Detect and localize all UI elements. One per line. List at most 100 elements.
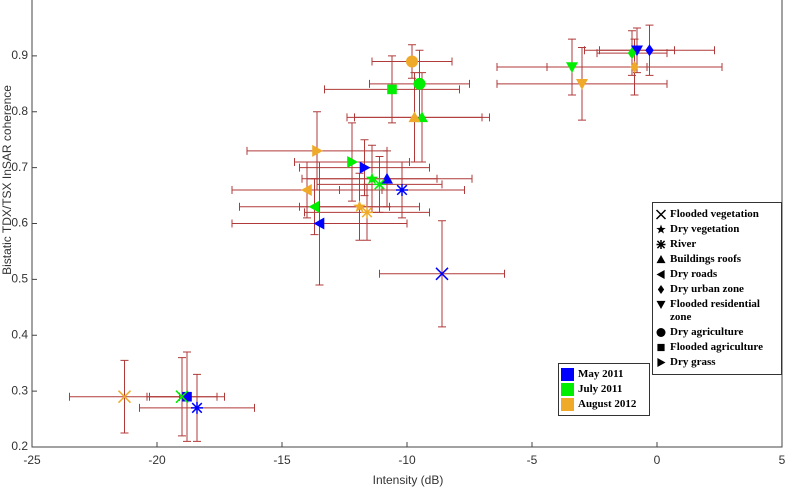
- legend-label: Buildings roofs: [670, 253, 742, 265]
- legend-symbol: [655, 209, 667, 220]
- point: [182, 391, 192, 402]
- point: [408, 111, 421, 123]
- legend-swatch: [561, 383, 574, 396]
- point: [191, 401, 203, 414]
- y-tick-label: 0.3: [11, 383, 28, 397]
- y-axis-label: Bistatic TDX/TSX InSAR coherence: [0, 85, 14, 275]
- point: [365, 172, 379, 185]
- point: [396, 183, 408, 196]
- legend-marker: [657, 343, 665, 352]
- legend-marker: [656, 224, 666, 234]
- legend-symbol: [656, 328, 666, 337]
- legend-entry: Dry vegetation: [655, 223, 779, 236]
- point: [313, 217, 325, 230]
- legend-entry: Dry urban zone: [655, 283, 779, 296]
- point: [630, 61, 639, 74]
- legend-marker: [655, 209, 667, 220]
- legend-label: Dry agriculture: [670, 326, 744, 338]
- point: [416, 111, 428, 123]
- point: [347, 156, 358, 169]
- point: [308, 200, 320, 213]
- legend-marker: [656, 240, 666, 249]
- legend-entry: Dry roads: [655, 268, 779, 281]
- legend-label: Dry urban zone: [670, 283, 744, 295]
- x-tick-label: -5: [527, 453, 538, 467]
- point: [387, 84, 397, 95]
- point: [413, 77, 426, 90]
- legend-swatch: [561, 368, 574, 381]
- x-tick-label: -20: [148, 453, 166, 467]
- point: [373, 178, 386, 191]
- point: [645, 44, 654, 57]
- y-tick-label: 0.5: [11, 272, 28, 286]
- point: [566, 62, 578, 74]
- legend-label: Flooded agriculture: [670, 341, 763, 353]
- legend-entry: Flooded residential zone: [655, 298, 779, 324]
- legend-entry: Dry agriculture: [655, 326, 779, 339]
- legend-entry: Dry grass: [655, 356, 779, 369]
- point: [312, 144, 323, 157]
- legend-marker: [656, 328, 666, 337]
- legend-symbol: [657, 343, 665, 352]
- legend-label: Dry vegetation: [670, 223, 740, 235]
- legend-symbol: [657, 285, 665, 294]
- legend-label: Flooded vegetation: [670, 208, 759, 220]
- y-tick-label: 0.8: [11, 104, 28, 118]
- y-tick-label: 0.6: [11, 216, 28, 230]
- legend-marker: [657, 358, 666, 367]
- legend-symbol: [656, 224, 666, 234]
- legend-symbol: [656, 270, 665, 279]
- point: [576, 79, 588, 90]
- point: [627, 47, 637, 60]
- legend-symbol: [657, 358, 666, 367]
- legend-entry: July 2011: [561, 383, 647, 396]
- legend-marker: [656, 255, 666, 264]
- legend-label: Dry grass: [670, 356, 716, 368]
- legend-entry: August 2012: [561, 398, 647, 411]
- point: [175, 390, 189, 404]
- x-tick-label: -15: [273, 453, 291, 467]
- legend-entry: Flooded vegetation: [655, 208, 779, 221]
- legend-label: River: [670, 238, 697, 250]
- point: [631, 45, 643, 57]
- y-tick-label: 0.2: [11, 439, 28, 453]
- legend-marker: [657, 285, 665, 294]
- legend-color: [561, 383, 574, 396]
- legend-entry: Flooded agriculture: [655, 341, 779, 354]
- x-tick-label: 0: [654, 453, 661, 467]
- point: [301, 183, 312, 196]
- x-tick-label: 5: [779, 453, 786, 467]
- point: [117, 390, 132, 404]
- point: [359, 161, 371, 174]
- date-legend: May 2011 July 2011 August 2012: [558, 363, 650, 416]
- legend-label: Dry roads: [670, 268, 718, 280]
- y-tick-label: 0.7: [11, 160, 28, 174]
- class-legend: Flooded vegetation Dry vegetation River Bui…: [652, 202, 782, 375]
- x-tick-label: -25: [23, 453, 41, 467]
- legend-entry: River: [655, 238, 779, 251]
- legend-label: Flooded residential zone: [670, 298, 760, 323]
- x-axis-label: Intensity (dB): [373, 473, 444, 487]
- legend-color: [561, 398, 574, 411]
- x-tick-label: -10: [398, 453, 416, 467]
- y-tick-label: 0.9: [11, 48, 28, 62]
- legend-swatch: [561, 398, 574, 411]
- legend-color: [561, 368, 574, 381]
- legend-symbol: [656, 300, 666, 309]
- legend-label: July 2011: [578, 383, 623, 395]
- legend-marker: [656, 270, 665, 279]
- point: [353, 200, 366, 213]
- legend-entry: May 2011: [561, 368, 647, 381]
- legend-entry: Buildings roofs: [655, 253, 779, 266]
- legend-symbol: [656, 240, 666, 249]
- point: [361, 206, 373, 219]
- y-tick-label: 0.4: [11, 327, 28, 341]
- point: [435, 267, 449, 281]
- legend-label: August 2012: [578, 398, 637, 410]
- legend-marker: [656, 300, 666, 309]
- legend-symbol: [656, 255, 666, 264]
- legend-label: May 2011: [578, 368, 624, 380]
- point: [406, 55, 418, 68]
